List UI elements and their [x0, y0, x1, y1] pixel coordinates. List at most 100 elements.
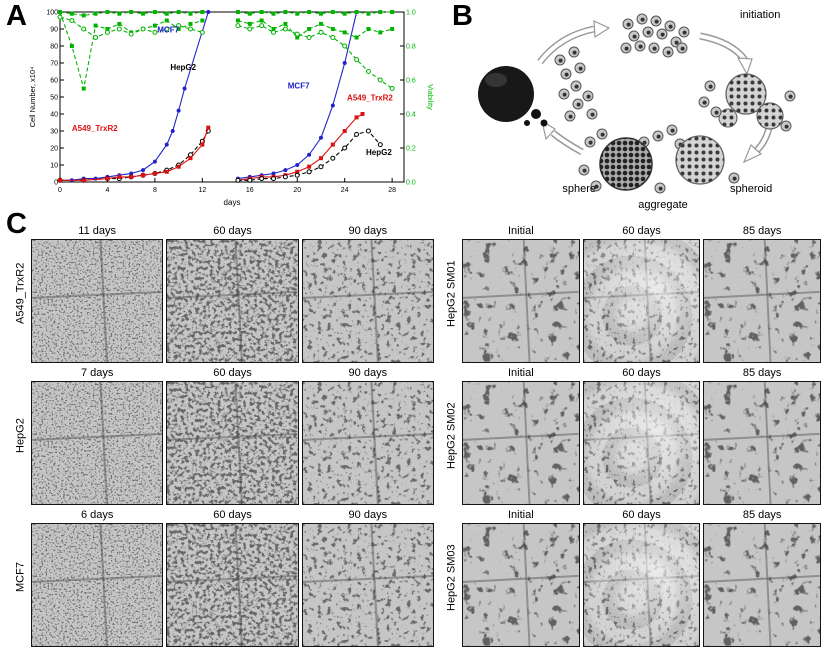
micrograph-image — [582, 381, 701, 505]
dark-sphere-graphic — [478, 66, 548, 127]
initiation-label: initiation — [740, 9, 780, 21]
micrograph-texture — [583, 240, 700, 362]
svg-text:100: 100 — [46, 10, 58, 17]
initiation-cell-cluster — [620, 13, 690, 58]
micrograph-image — [462, 239, 580, 363]
svg-text:80: 80 — [50, 44, 58, 51]
micrograph-block-right: HepG2 SM01 Initial 60 days 85 days HepG2 SM0… — [444, 224, 821, 650]
timepoint-label: 90 days — [348, 509, 388, 521]
svg-text:HepG2: HepG2 — [366, 148, 392, 157]
timepoint-label: 85 days — [742, 367, 782, 379]
micrograph-image — [31, 523, 164, 647]
micrograph-image — [301, 239, 434, 363]
svg-text:MCF7: MCF7 — [288, 82, 310, 91]
micrograph-image — [166, 239, 299, 363]
svg-text:0: 0 — [54, 180, 58, 187]
timepoint-label: 7 days — [80, 367, 114, 379]
spheroid-label: spheroid — [730, 183, 772, 195]
svg-text:20: 20 — [293, 187, 301, 194]
svg-text:0.8: 0.8 — [406, 44, 416, 51]
micrograph-image — [703, 523, 821, 647]
cycle-arrows — [537, 20, 773, 164]
micrograph-texture — [167, 240, 298, 362]
row-label: HepG2 — [14, 418, 27, 453]
micrograph-row: HepG2 SM03 Initial 60 days 85 days — [444, 508, 821, 647]
micrograph-image — [301, 523, 434, 647]
svg-text:A549_TrxR2: A549_TrxR2 — [72, 124, 118, 133]
svg-text:50: 50 — [50, 95, 58, 102]
svg-text:Cell Number, x10⁴: Cell Number, x10⁴ — [28, 67, 37, 128]
micrograph-texture — [583, 524, 700, 646]
svg-text:A549_TrxR2: A549_TrxR2 — [347, 93, 393, 102]
micrograph-texture — [583, 382, 700, 504]
arrow-up-right-icon — [593, 20, 611, 39]
row-label: HepG2 SM02 — [445, 402, 458, 469]
timepoint-label: 60 days — [622, 509, 661, 521]
svg-text:28: 28 — [388, 187, 396, 194]
row-label: HepG2 SM03 — [445, 544, 458, 611]
panel-b-letter: B — [452, 0, 473, 32]
svg-text:1.0: 1.0 — [406, 10, 416, 17]
svg-text:0.0: 0.0 — [406, 180, 416, 187]
panel-a-letter: A — [6, 0, 27, 32]
micrograph-image — [462, 523, 580, 647]
micrograph-image — [31, 239, 164, 363]
svg-text:MCF7: MCF7 — [157, 25, 179, 34]
timepoint-label: 90 days — [348, 225, 388, 237]
micrograph-texture — [302, 524, 433, 646]
svg-text:20: 20 — [50, 146, 58, 153]
growth-viability-chart: 0 4 8 12 16 20 24 28 0 10 20 30 40 50 60 70 80 90 100 0.0 0.… — [28, 10, 434, 208]
micrograph-row: HepG2 SM02 Initial 60 days 85 days — [444, 366, 821, 505]
svg-text:24: 24 — [341, 187, 349, 194]
micrograph-row: A549_TrxR2 11 days 60 days 90 days — [13, 224, 434, 363]
micrograph-image — [301, 381, 434, 505]
row-label: MCF7 — [14, 562, 27, 593]
panel-c-letter: C — [6, 208, 27, 240]
timepoint-label: 85 days — [742, 509, 782, 521]
svg-text:60: 60 — [50, 78, 58, 85]
micrograph-row: HepG2 7 days 60 days 90 days — [13, 366, 434, 505]
micrograph-row: MCF7 6 days 60 days 90 days — [13, 508, 434, 647]
micrograph-texture — [463, 240, 579, 362]
svg-text:70: 70 — [50, 61, 58, 68]
micrograph-image — [703, 239, 821, 363]
svg-text:0.4: 0.4 — [406, 112, 416, 119]
micrograph-texture — [32, 382, 163, 504]
spheroid-cycle-diagram: initiation sphere aggregate spheroid — [478, 9, 796, 211]
svg-text:days: days — [224, 198, 241, 207]
svg-text:16: 16 — [246, 187, 254, 194]
micrograph-texture — [302, 382, 433, 504]
svg-text:0.6: 0.6 — [406, 78, 416, 85]
micrograph-texture — [32, 524, 163, 646]
sphere-label: sphere — [562, 183, 596, 195]
timepoint-label: 6 days — [80, 509, 114, 521]
micrograph-image — [166, 381, 299, 505]
micrograph-texture — [463, 524, 579, 646]
svg-text:0.2: 0.2 — [406, 146, 416, 153]
svg-text:12: 12 — [198, 187, 206, 194]
micrograph-texture — [704, 524, 820, 646]
micrograph-texture — [463, 382, 579, 504]
svg-text:8: 8 — [153, 187, 157, 194]
micrograph-image — [582, 239, 701, 363]
timepoint-label: 60 days — [213, 225, 252, 237]
timepoint-label: 60 days — [622, 225, 661, 237]
sphere-aggregate-spheroid-graphic — [578, 124, 740, 194]
timepoint-label: Initial — [507, 367, 534, 379]
micrograph-texture — [32, 240, 163, 362]
timepoint-label: 60 days — [622, 367, 661, 379]
row-label: A549_TrxR2 — [14, 262, 27, 325]
micrograph-texture — [167, 382, 298, 504]
arrow-down-icon — [736, 57, 753, 76]
forming-spheroids-graphic — [698, 73, 796, 132]
arrow-down-left-icon — [742, 143, 763, 164]
micrograph-texture — [302, 240, 433, 362]
micrograph-texture — [704, 382, 820, 504]
svg-text:40: 40 — [50, 112, 58, 119]
micrograph-image — [166, 523, 299, 647]
timepoint-label: 60 days — [213, 509, 252, 521]
timepoint-label: Initial — [507, 509, 534, 521]
micrograph-texture — [704, 240, 820, 362]
timepoint-label: Initial — [507, 225, 534, 237]
